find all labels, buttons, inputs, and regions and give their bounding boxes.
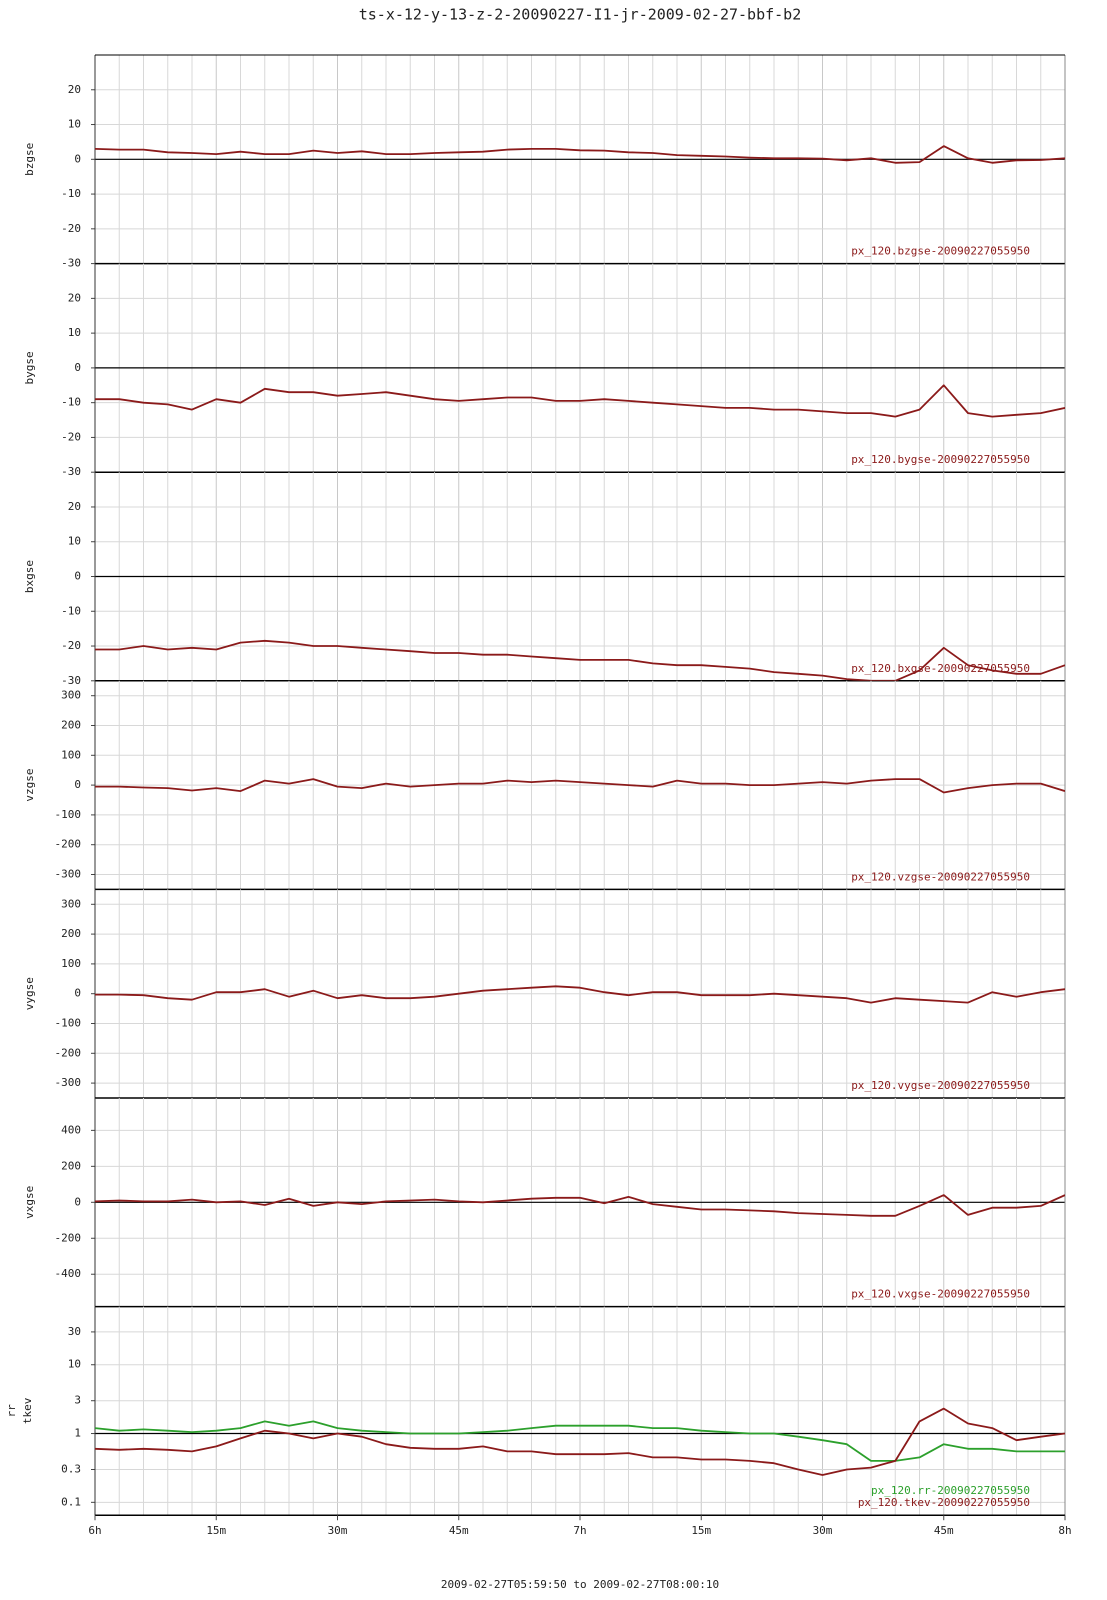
y-tick-label: 400 <box>61 1123 81 1136</box>
x-tick-label: 15m <box>206 1524 226 1537</box>
y-tick-label: 10 <box>68 118 81 131</box>
legend-label: px_120.vzgse-20090227055950 <box>851 870 1030 883</box>
y-tick-label: -30 <box>61 257 81 270</box>
y-tick-label: -300 <box>55 868 82 881</box>
y-tick-label: -30 <box>61 465 81 478</box>
y-tick-label: -10 <box>61 396 81 409</box>
legend-label: px_120.bygse-20090227055950 <box>851 453 1030 466</box>
series-line <box>95 384 1065 418</box>
y-tick-label: 0 <box>74 1195 81 1208</box>
y-axis-label: rr <box>5 1404 18 1418</box>
y-tick-label: 10 <box>68 326 81 339</box>
x-tick-label: 45m <box>934 1524 954 1537</box>
y-axis-label: bxgse <box>23 560 36 593</box>
x-tick-label: 30m <box>328 1524 348 1537</box>
y-axis-label: vzgse <box>23 769 36 802</box>
y-tick-label: -200 <box>55 838 82 851</box>
series-line <box>95 1420 1065 1462</box>
y-tick-label: 0 <box>74 778 81 791</box>
series-line <box>95 639 1065 681</box>
legend-label: px_120.rr-20090227055950 <box>871 1484 1030 1497</box>
y-tick-label: 0 <box>74 570 81 583</box>
x-tick-label: 45m <box>449 1524 469 1537</box>
y-tick-label: 0 <box>74 152 81 165</box>
y-tick-label: 30 <box>68 1325 81 1338</box>
y-tick-label: 0 <box>74 361 81 374</box>
legend-label: px_120.vxgse-20090227055950 <box>851 1288 1030 1301</box>
y-tick-label: 300 <box>61 897 81 910</box>
y-tick-label: -30 <box>61 674 81 687</box>
y-tick-label: 100 <box>61 957 81 970</box>
x-tick-label: 6h <box>88 1524 101 1537</box>
series-line <box>95 778 1065 794</box>
y-tick-label: -20 <box>61 222 81 235</box>
series-line <box>95 145 1065 164</box>
y-axis-label: vxgse <box>23 1186 36 1219</box>
y-tick-label: 10 <box>68 1358 81 1371</box>
y-tick-label: -300 <box>55 1076 82 1089</box>
y-axis-label: vygse <box>23 977 36 1010</box>
y-tick-label: 0.3 <box>61 1463 81 1476</box>
y-tick-label: -400 <box>55 1267 82 1280</box>
y-tick-label: 20 <box>68 83 81 96</box>
chart-title: ts-x-12-y-13-z-2-20090227-I1-jr-2009-02-… <box>359 6 802 24</box>
y-tick-label: -20 <box>61 639 81 652</box>
legend-label: px_120.bxgse-20090227055950 <box>851 662 1030 675</box>
y-tick-label: 20 <box>68 500 81 513</box>
y-tick-label: -200 <box>55 1046 82 1059</box>
legend-label: px_120.vygse-20090227055950 <box>851 1079 1030 1092</box>
y-tick-label: 3 <box>74 1394 81 1407</box>
y-tick-label: -10 <box>61 604 81 617</box>
y-tick-label: -100 <box>55 1017 82 1030</box>
y-tick-label: -100 <box>55 808 82 821</box>
y-tick-label: -10 <box>61 187 81 200</box>
y-tick-label: -20 <box>61 430 81 443</box>
y-tick-label: 0.1 <box>61 1495 81 1508</box>
y-tick-label: -200 <box>55 1231 82 1244</box>
legend-label: px_120.tkev-20090227055950 <box>858 1496 1030 1509</box>
y-tick-label: 0 <box>74 987 81 1000</box>
y-axis-label: bygse <box>23 351 36 384</box>
x-tick-label: 30m <box>813 1524 833 1537</box>
y-tick-label: 100 <box>61 748 81 761</box>
x-axis-label: 2009-02-27T05:59:50 to 2009-02-27T08:00:… <box>441 1578 719 1591</box>
legend-label: px_120.bzgse-20090227055950 <box>851 245 1030 258</box>
y-tick-label: 200 <box>61 927 81 940</box>
series-line <box>95 1194 1065 1217</box>
series-line <box>95 985 1065 1004</box>
x-tick-label: 7h <box>573 1524 586 1537</box>
y-tick-label: 20 <box>68 291 81 304</box>
y-tick-label: 200 <box>61 719 81 732</box>
x-tick-label: 15m <box>691 1524 711 1537</box>
y-axis-label: bzgse <box>23 143 36 176</box>
x-tick-label: 8h <box>1058 1524 1071 1537</box>
y-tick-label: 10 <box>68 535 81 548</box>
y-tick-label: 300 <box>61 689 81 702</box>
y-axis-label: tkev <box>21 1397 34 1424</box>
series-line <box>95 1407 1065 1476</box>
y-tick-label: 200 <box>61 1159 81 1172</box>
y-tick-label: 1 <box>74 1427 81 1440</box>
